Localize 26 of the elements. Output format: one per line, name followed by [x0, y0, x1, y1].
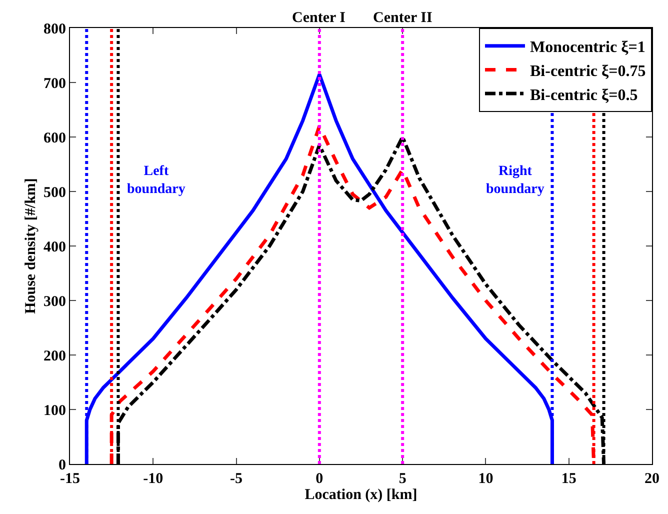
y-tick-label: 0 [58, 457, 66, 474]
x-tick-label: -15 [60, 471, 80, 487]
y-axis-title: House density [#/km] [22, 178, 39, 314]
y-tick-label: 200 [44, 348, 66, 364]
x-tick-label: 20 [644, 471, 660, 487]
y-tick-label: 300 [44, 294, 66, 310]
x-tick-label: 0 [316, 471, 324, 487]
annotation: Left boundary [127, 164, 186, 198]
legend-label: Bi-centric ξ=0.5 [530, 86, 638, 104]
x-tick-label: -10 [143, 471, 164, 487]
legend-label: Monocentric ξ=1 [530, 39, 646, 56]
x-tick-label: 10 [478, 471, 494, 487]
x-tick-label: -5 [230, 471, 243, 487]
ref-line-label: Center I [292, 10, 346, 26]
ref-line-label: Center II [373, 10, 432, 26]
y-tick-label: 500 [44, 184, 66, 201]
x-tick-label: 15 [561, 471, 576, 487]
y-tick-label: 700 [44, 76, 66, 92]
x-tick-label: 5 [398, 471, 406, 487]
legend-label: Bi-centric ξ=0.75 [530, 62, 646, 80]
annotation: Right boundary [486, 164, 544, 198]
y-tick-label: 600 [44, 130, 66, 146]
y-tick-label: 800 [44, 21, 66, 38]
y-tick-label: 400 [44, 239, 66, 256]
y-tick-label: 100 [44, 402, 66, 419]
x-axis-title: Location (x) [km] [304, 487, 418, 503]
